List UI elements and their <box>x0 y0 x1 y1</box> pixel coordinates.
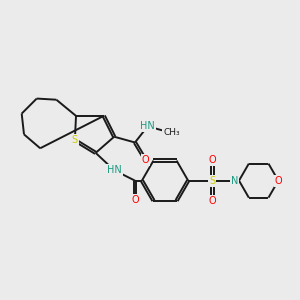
Text: HN: HN <box>107 165 122 175</box>
Text: O: O <box>274 176 282 186</box>
Text: S: S <box>209 176 215 186</box>
Text: O: O <box>208 196 216 206</box>
Text: O: O <box>131 195 139 205</box>
Text: CH₃: CH₃ <box>163 128 180 136</box>
Text: O: O <box>142 155 149 165</box>
Text: N: N <box>231 176 238 186</box>
Text: HN: HN <box>140 121 155 131</box>
Text: S: S <box>72 135 78 145</box>
Text: O: O <box>208 155 216 165</box>
